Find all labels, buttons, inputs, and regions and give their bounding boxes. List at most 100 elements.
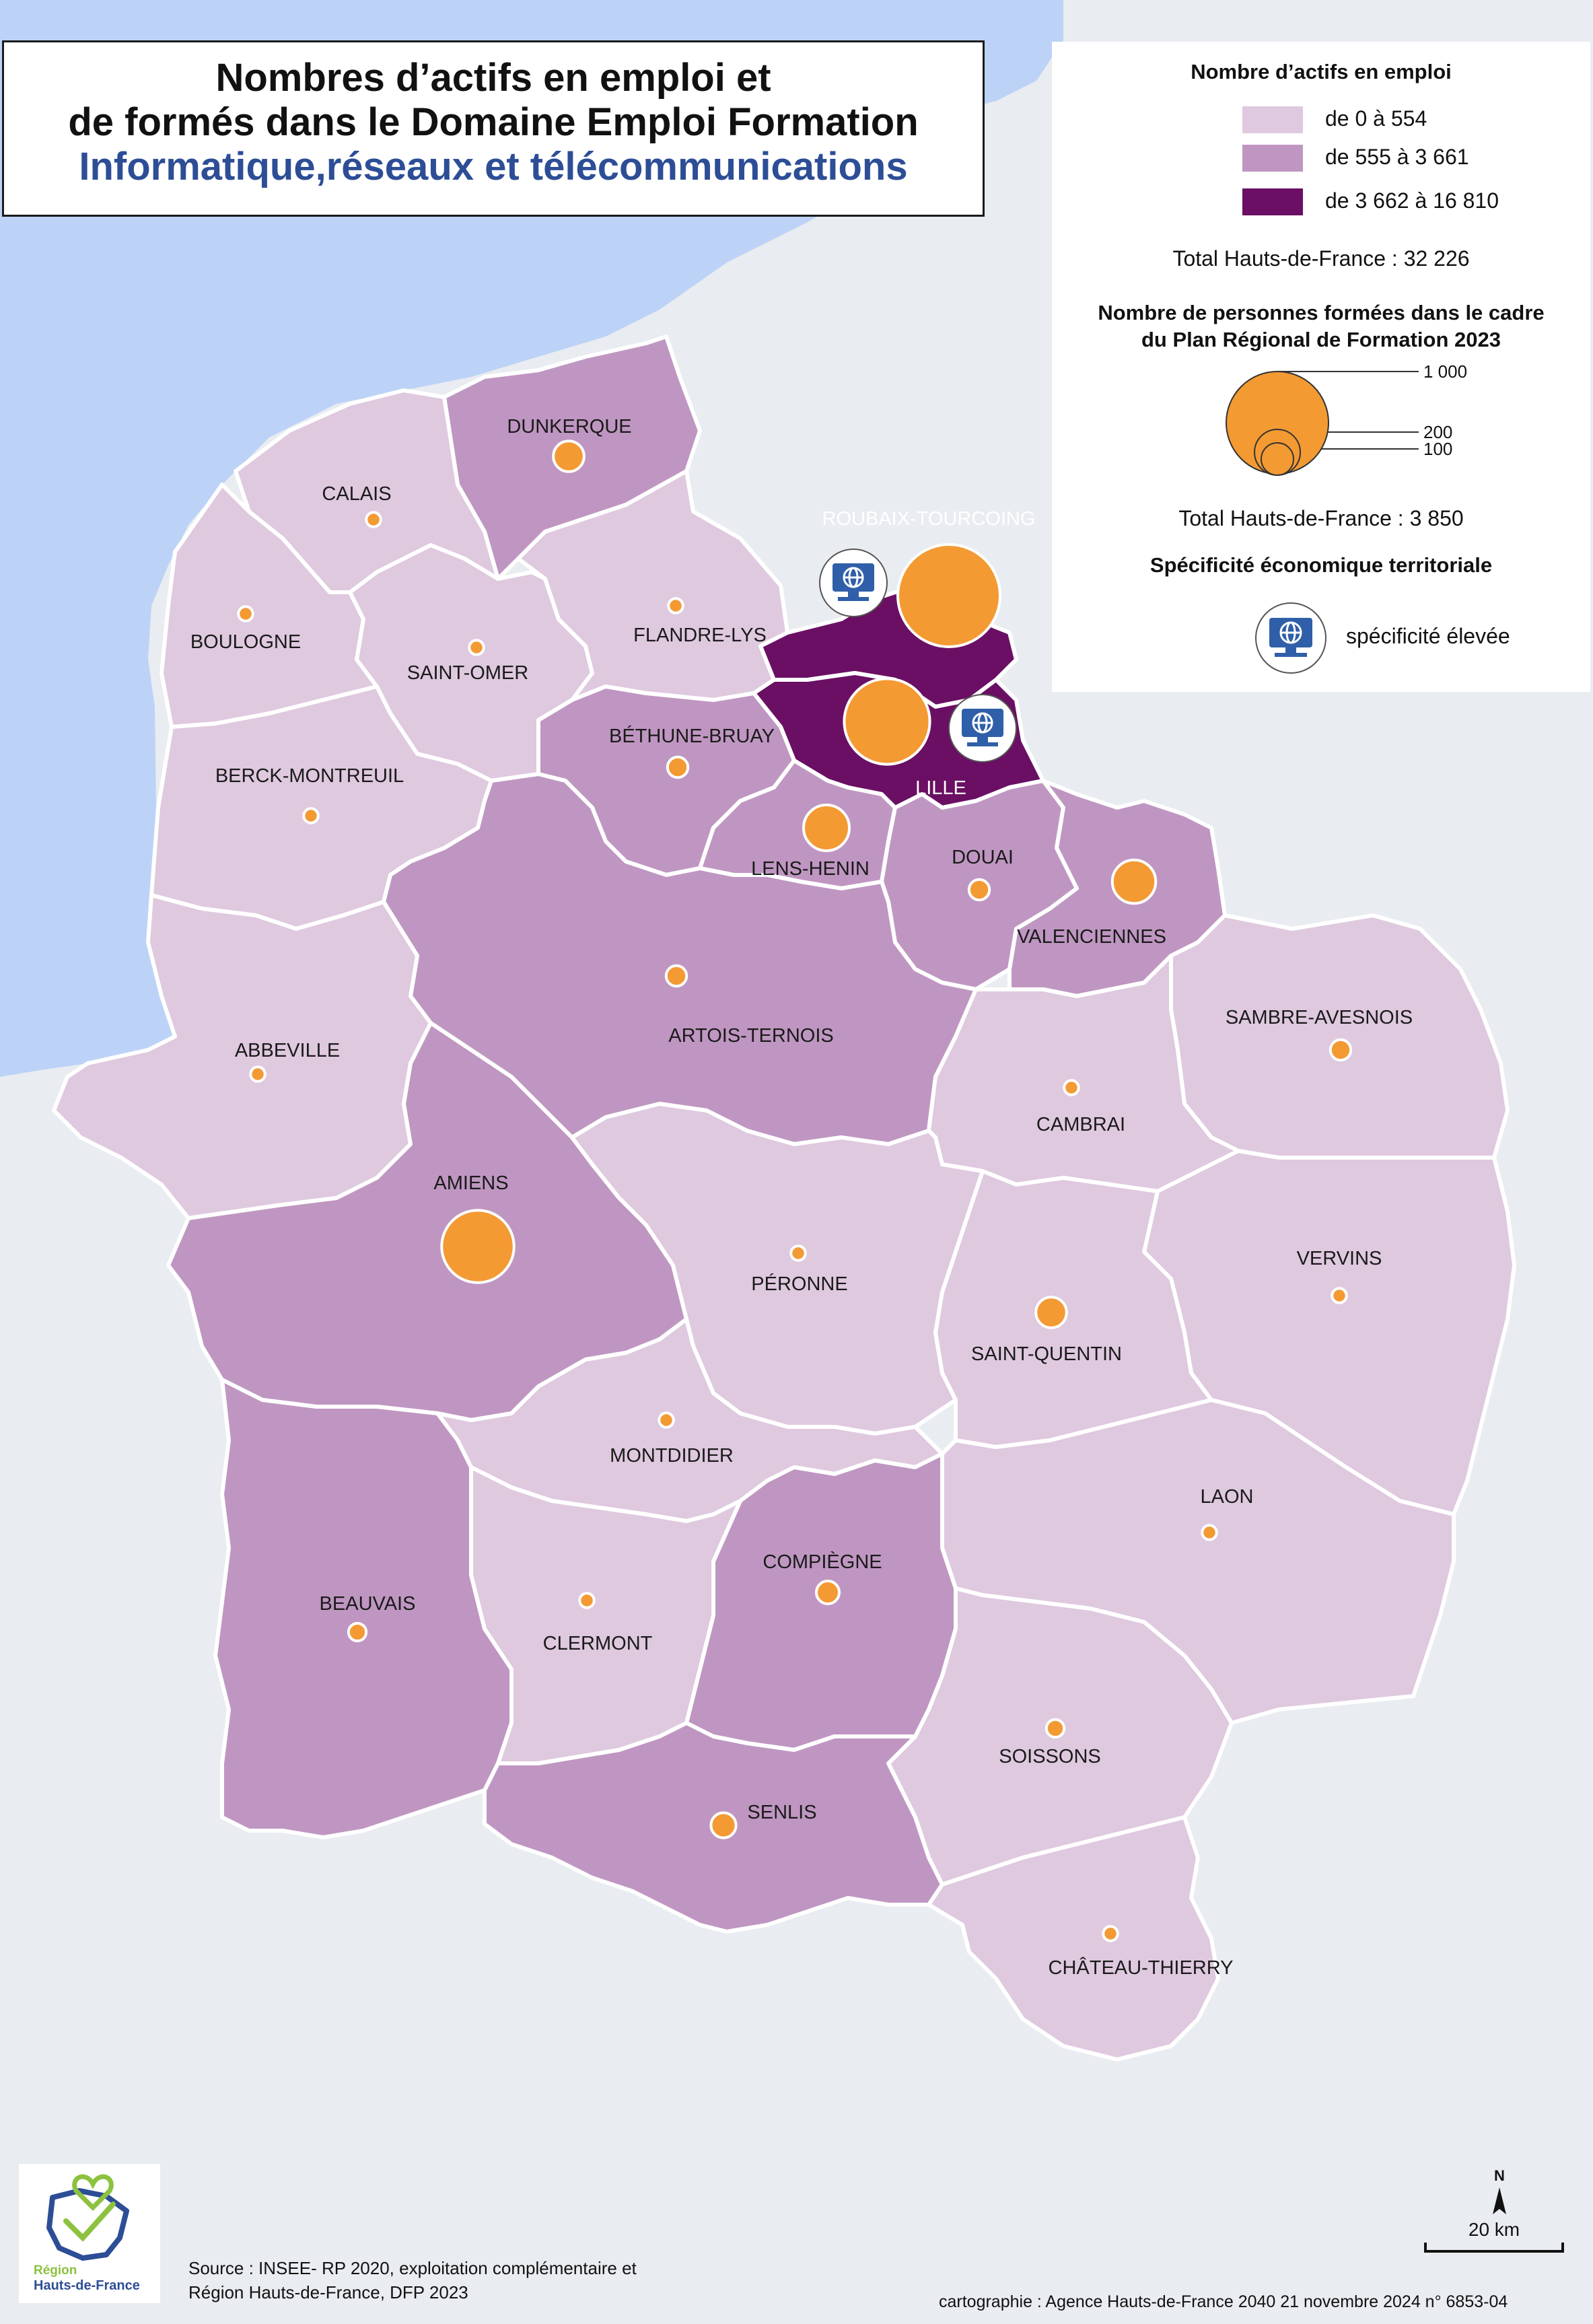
zone-label: VERVINS [1297, 1248, 1382, 1269]
legend-circles-title-1: Nombre de personnes formées dans le cadr… [1098, 301, 1545, 324]
zone-label: AMIENS [433, 1172, 508, 1194]
zone-label: COMPIÈGNE [763, 1551, 882, 1573]
zone-label: SAINT-OMER [407, 662, 528, 684]
zone-label: SAMBRE-AVESNOIS [1226, 1007, 1413, 1028]
logo-line-2: Hauts-de-France [34, 2278, 140, 2293]
legend-circles: 1 000 200 100 [1226, 361, 1467, 674]
zone-label: ROUBAIX-TOURCOING [822, 508, 1036, 530]
scale-bar: 20 km [1424, 2219, 1564, 2253]
formes-circle [1045, 1718, 1066, 1739]
title-line-1: Nombres d’actifs en emploi et [215, 56, 771, 100]
credits-text: cartographie : Agence Hauts-de-France 20… [939, 2292, 1508, 2311]
formes-circle [347, 1621, 368, 1643]
formes-circle [666, 755, 690, 779]
source-text: Source : INSEE- RP 2020, exploitation co… [188, 2256, 637, 2304]
legend-class-mid: de 555 à 3 661 [1325, 145, 1469, 169]
zone-label: MONTDIDIER [610, 1445, 734, 1467]
zone-label: ARTOIS-TERNOIS [668, 1025, 833, 1047]
formes-circle [1034, 1296, 1068, 1329]
zone-label: DUNKERQUE [507, 416, 631, 437]
legend-specificity-icon [1255, 602, 1326, 674]
legend-class-low: de 0 à 554 [1325, 106, 1427, 131]
zone-label: SOISSONS [999, 1746, 1101, 1767]
zones-layer [52, 334, 1516, 2062]
formes-circle [802, 804, 851, 852]
zone-label: DOUAI [952, 847, 1014, 868]
labels-layer: DUNKERQUE CALAIS BOULOGNE SAINT-OMER FLANDRE… [190, 416, 1413, 1979]
formes-circle [843, 677, 931, 766]
formes-circle [815, 1580, 841, 1605]
specificity-icon [819, 549, 888, 617]
legend-choropleth-title: Nombre d’actifs en emploi [1191, 60, 1452, 83]
formes-circle [658, 1411, 675, 1429]
formes-circle [468, 639, 485, 656]
formes-circle [1102, 1925, 1119, 1942]
zone-label: FLANDRE-LYS [633, 625, 767, 646]
legend-class-high: de 3 662 à 16 810 [1325, 188, 1499, 213]
scale-label: 20 km [1468, 2219, 1520, 2240]
north-arrow-icon [1493, 2187, 1506, 2214]
legend-swatch-high [1242, 188, 1303, 215]
zone-label: ABBEVILLE [235, 1040, 340, 1061]
zone-label: SENLIS [747, 1802, 816, 1823]
formes-circle [302, 807, 320, 824]
legend-circle-label-200: 200 [1423, 422, 1452, 442]
formes-circle [440, 1209, 516, 1284]
circles-layer [237, 439, 1353, 1942]
zone-sambre-avesnois[interactable] [1169, 913, 1510, 1160]
zone-label: CALAIS [322, 483, 391, 505]
formes-circle [789, 1244, 807, 1262]
formes-circle [365, 511, 382, 528]
legend-circle-100 [1261, 442, 1294, 476]
zone-label: PÉRONNE [751, 1273, 847, 1295]
formes-circle [709, 1811, 738, 1839]
formes-circle [664, 964, 688, 988]
zone-label: LILLE [915, 777, 966, 799]
north-arrow: N [1493, 2167, 1506, 2214]
north-label: N [1494, 2167, 1505, 2184]
zone-label: SAINT-QUENTIN [971, 1343, 1122, 1365]
formes-circle [249, 1065, 267, 1083]
legend-specificity-title: Spécificité économique territoriale [1149, 553, 1493, 577]
legend-circles-title-2: du Plan Régional de Formation 2023 [1141, 328, 1501, 351]
formes-circle [237, 605, 254, 623]
formes-circle [896, 543, 1001, 648]
legend-swatch-low [1242, 106, 1303, 133]
zone-label: BERCK-MONTREUIL [215, 765, 404, 787]
formes-circle [667, 597, 684, 614]
formes-circle [1331, 1287, 1348, 1304]
formes-circle [1063, 1079, 1080, 1096]
region-logo-icon [46, 2174, 129, 2261]
zone-label: CAMBRAI [1036, 1114, 1125, 1135]
formes-circle [967, 878, 991, 902]
zone-label: LENS-HENIN [751, 858, 870, 880]
zone-beauvais[interactable] [213, 1378, 514, 1839]
sea-area [0, 0, 1063, 1077]
specificity-icon [948, 694, 1017, 763]
title-line-2: de formés dans le Domaine Emploi Formati… [68, 100, 919, 144]
source-line-2: Région Hauts-de-France, DFP 2023 [188, 2282, 468, 2302]
zone-label: BÉTHUNE-BRUAY [609, 725, 775, 747]
formes-circle [552, 439, 586, 473]
legend-circle-label-100: 100 [1423, 439, 1452, 459]
zone-label: BEAUVAIS [320, 1593, 416, 1615]
region-logo: Région Hauts-de-France [19, 2164, 160, 2303]
formes-circle [1329, 1038, 1353, 1062]
zone-label: VALENCIENNES [1017, 926, 1166, 948]
zone-label: BOULOGNE [190, 631, 301, 653]
title-box: Nombres d’actifs en emploi et de formés … [2, 40, 985, 217]
formes-circle [1201, 1524, 1218, 1541]
zone-label: CHÂTEAU-THIERRY [1049, 1957, 1234, 1979]
formes-circle [578, 1592, 596, 1609]
zone-label: CLERMONT [543, 1633, 653, 1654]
legend-specificity-label: spécificité élevée [1346, 624, 1510, 648]
icons-layer [819, 549, 1017, 763]
legend-swatch-mid [1242, 145, 1303, 172]
formes-circle [1110, 858, 1158, 905]
legend-panel: Nombre d’actifs en emploi de 0 à 554 de … [1052, 42, 1590, 692]
source-line-1: Source : INSEE- RP 2020, exploitation co… [188, 2258, 637, 2278]
legend-circle-label-1000: 1 000 [1423, 361, 1467, 382]
zone-chateau-thierry[interactable] [927, 1815, 1220, 2062]
